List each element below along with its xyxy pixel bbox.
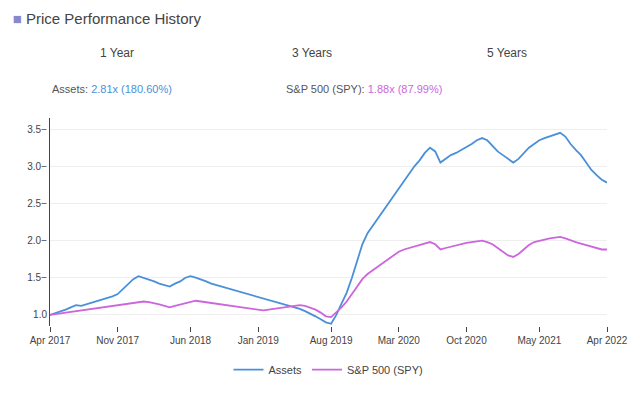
svg-text:Nov 2017: Nov 2017 — [96, 335, 139, 346]
svg-text:Apr 2017: Apr 2017 — [30, 335, 71, 346]
svg-text:Aug 2019: Aug 2019 — [310, 335, 353, 346]
svg-text:S&P 500 (SPY): S&P 500 (SPY) — [347, 364, 423, 376]
svg-text:1 Year: 1 Year — [100, 46, 134, 60]
svg-text:Assets: 2.81x (180.60%): Assets: 2.81x (180.60%) — [52, 83, 172, 95]
svg-text:Apr 2022: Apr 2022 — [587, 335, 628, 346]
svg-text:Jun 2018: Jun 2018 — [170, 335, 212, 346]
svg-text:May 2021: May 2021 — [517, 335, 561, 346]
svg-text:3.0−: 3.0− — [27, 161, 47, 172]
svg-text:2.5−: 2.5− — [27, 198, 47, 209]
svg-text:Jan 2019: Jan 2019 — [238, 335, 280, 346]
svg-text:2.0−: 2.0− — [27, 235, 47, 246]
svg-text:1.5−: 1.5− — [27, 272, 47, 283]
svg-text:Oct 2020: Oct 2020 — [446, 335, 487, 346]
svg-text:Mar 2020: Mar 2020 — [378, 335, 421, 346]
svg-text:3.5−: 3.5− — [27, 124, 47, 135]
svg-text:1.0: 1.0 — [33, 309, 47, 320]
svg-text:5 Years: 5 Years — [487, 46, 527, 60]
svg-text:Assets: Assets — [269, 364, 303, 376]
svg-text:■ Price Performance History: ■ Price Performance History — [13, 10, 202, 27]
svg-text:3 Years: 3 Years — [292, 46, 332, 60]
svg-text:S&P 500 (SPY): 1.88x (87.99%): S&P 500 (SPY): 1.88x (87.99%) — [286, 83, 442, 95]
